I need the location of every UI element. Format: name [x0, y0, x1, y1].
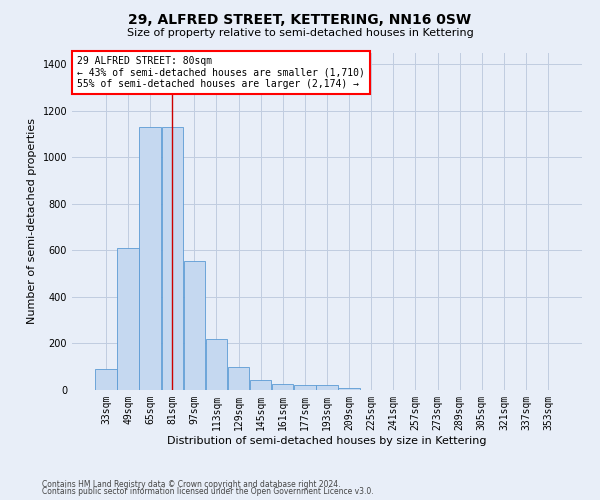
Text: Contains HM Land Registry data © Crown copyright and database right 2024.: Contains HM Land Registry data © Crown c…	[42, 480, 341, 489]
Text: Contains public sector information licensed under the Open Government Licence v3: Contains public sector information licen…	[42, 487, 374, 496]
Bar	[294, 386, 316, 390]
Bar	[184, 261, 205, 390]
Text: Size of property relative to semi-detached houses in Kettering: Size of property relative to semi-detach…	[127, 28, 473, 38]
Bar	[272, 384, 293, 390]
Bar	[316, 386, 338, 390]
Bar	[161, 127, 183, 390]
Bar	[250, 380, 271, 390]
Y-axis label: Number of semi-detached properties: Number of semi-detached properties	[27, 118, 37, 324]
Bar	[117, 248, 139, 390]
X-axis label: Distribution of semi-detached houses by size in Kettering: Distribution of semi-detached houses by …	[167, 436, 487, 446]
Text: 29 ALFRED STREET: 80sqm
← 43% of semi-detached houses are smaller (1,710)
55% of: 29 ALFRED STREET: 80sqm ← 43% of semi-de…	[77, 56, 365, 89]
Bar	[228, 366, 249, 390]
Bar	[139, 127, 161, 390]
Bar	[206, 339, 227, 390]
Bar	[338, 388, 360, 390]
Bar	[95, 369, 116, 390]
Text: 29, ALFRED STREET, KETTERING, NN16 0SW: 29, ALFRED STREET, KETTERING, NN16 0SW	[128, 12, 472, 26]
